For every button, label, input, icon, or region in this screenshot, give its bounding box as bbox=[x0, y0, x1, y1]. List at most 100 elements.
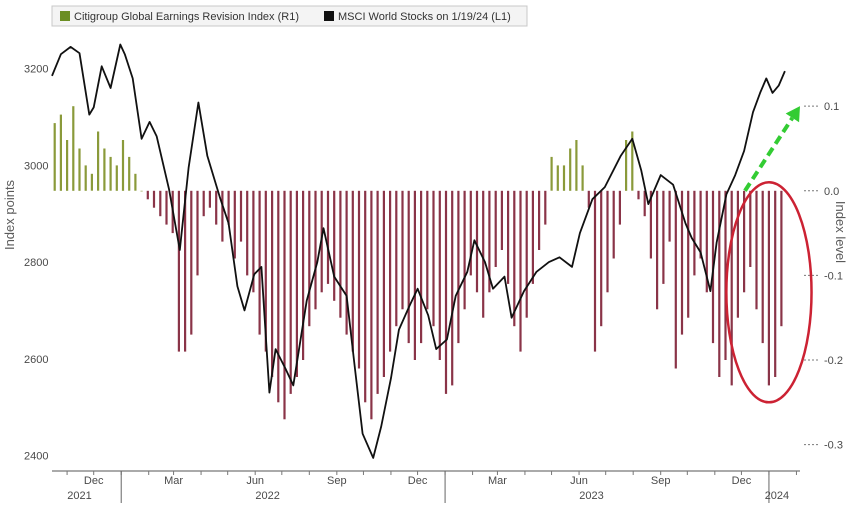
revision-bar bbox=[631, 131, 634, 191]
revision-bar bbox=[308, 190, 311, 327]
revision-bar bbox=[444, 190, 448, 394]
msci-world-line bbox=[51, 43, 786, 459]
x-year-label: 2024 bbox=[765, 490, 789, 502]
revision-bar bbox=[134, 173, 137, 191]
revision-bar bbox=[208, 190, 211, 208]
revision-bar bbox=[364, 190, 367, 403]
legend-label-revision: Citigroup Global Earnings Revision Index… bbox=[74, 11, 299, 23]
revision-bar bbox=[438, 190, 441, 360]
revision-bar bbox=[606, 190, 609, 293]
revision-bar bbox=[488, 190, 491, 293]
revision-bar bbox=[78, 148, 81, 191]
revision-bar bbox=[618, 190, 621, 225]
revision-bar bbox=[115, 165, 118, 191]
revision-bar bbox=[718, 190, 721, 377]
left-tick-label: 3000 bbox=[24, 160, 48, 172]
revision-bar bbox=[562, 165, 566, 191]
revision-bar bbox=[525, 190, 528, 318]
revision-bar bbox=[674, 190, 677, 369]
revision-bars bbox=[53, 106, 783, 420]
revision-bar bbox=[693, 190, 696, 276]
revision-bar bbox=[413, 190, 416, 360]
revision-bar bbox=[382, 190, 385, 377]
revision-bar bbox=[420, 190, 423, 344]
revision-bar bbox=[736, 190, 739, 318]
right-axis-ticks: 0.1 0.0 -0.1 -0.2 -0.3 bbox=[804, 101, 843, 452]
revision-bar bbox=[339, 190, 342, 318]
revision-bar bbox=[774, 190, 777, 377]
revision-bar bbox=[128, 156, 131, 191]
revision-bar bbox=[600, 190, 603, 327]
x-year-label: 2023 bbox=[579, 490, 603, 502]
revision-bar bbox=[507, 190, 510, 284]
revision-bar bbox=[103, 148, 106, 191]
revision-bar bbox=[109, 156, 112, 191]
revision-bar bbox=[72, 106, 75, 191]
revision-bar bbox=[146, 190, 149, 200]
x-month-label: Sep bbox=[327, 475, 347, 487]
revision-bar bbox=[755, 190, 758, 310]
revision-bar bbox=[569, 148, 572, 191]
revision-bar bbox=[699, 190, 702, 259]
revision-bar bbox=[643, 190, 646, 217]
revision-bar bbox=[637, 190, 640, 200]
revision-bar bbox=[401, 190, 404, 310]
revision-bar bbox=[196, 190, 199, 276]
revision-bar bbox=[283, 190, 286, 420]
revision-bar bbox=[469, 190, 472, 276]
revision-bar bbox=[500, 190, 503, 250]
revision-bar bbox=[376, 190, 379, 394]
revision-bar bbox=[97, 131, 100, 191]
right-tick-label: 0.0 bbox=[824, 186, 839, 198]
revision-bar bbox=[730, 190, 733, 386]
revision-bar bbox=[705, 190, 708, 293]
revision-bar bbox=[152, 190, 156, 208]
revision-bar bbox=[649, 190, 652, 259]
revision-bar bbox=[680, 190, 684, 335]
revision-bar bbox=[743, 190, 746, 293]
revision-bar bbox=[215, 190, 218, 225]
x-month-label: Jun bbox=[570, 475, 588, 487]
right-tick-label: -0.3 bbox=[824, 440, 843, 452]
x-year-label: 2021 bbox=[67, 490, 91, 502]
left-tick-label: 2400 bbox=[24, 450, 48, 462]
revision-bar bbox=[656, 190, 659, 310]
revision-bar bbox=[581, 165, 584, 191]
revision-bar bbox=[326, 190, 330, 284]
revision-bar bbox=[165, 190, 168, 225]
revision-bar bbox=[519, 190, 522, 352]
revision-bar bbox=[333, 190, 336, 301]
left-tick-label: 2600 bbox=[24, 354, 48, 366]
revision-bar bbox=[780, 190, 783, 327]
revision-bar bbox=[550, 156, 553, 191]
left-axis-ticks: 3200 3000 2800 2600 2400 bbox=[24, 64, 48, 463]
revision-bar bbox=[395, 190, 398, 327]
left-axis-title: Index points bbox=[2, 179, 17, 250]
revision-bar bbox=[302, 190, 305, 360]
revision-bar bbox=[264, 190, 267, 352]
x-year-label: 2022 bbox=[255, 490, 279, 502]
revision-bar bbox=[289, 190, 292, 394]
revision-bar bbox=[687, 190, 690, 318]
revision-bar bbox=[593, 190, 597, 352]
revision-bar bbox=[662, 190, 665, 284]
revision-bar bbox=[761, 190, 764, 344]
revision-bar bbox=[246, 190, 249, 276]
revision-bar bbox=[177, 190, 180, 352]
annotations bbox=[725, 106, 813, 404]
revision-bar bbox=[233, 190, 236, 259]
revision-bar bbox=[531, 190, 534, 284]
revision-bar bbox=[121, 140, 125, 191]
revision-bar bbox=[184, 190, 187, 352]
right-tick-label: -0.2 bbox=[824, 355, 843, 367]
revision-bar bbox=[271, 190, 274, 377]
revision-bar bbox=[538, 190, 541, 250]
revision-bar bbox=[513, 190, 516, 327]
revision-bar bbox=[314, 190, 317, 310]
revision-bar bbox=[66, 140, 69, 191]
revision-bar bbox=[767, 190, 770, 386]
revision-bar bbox=[295, 190, 298, 377]
revision-bar bbox=[84, 165, 87, 191]
revision-bar bbox=[668, 190, 671, 242]
x-month-label: Dec bbox=[84, 475, 104, 487]
